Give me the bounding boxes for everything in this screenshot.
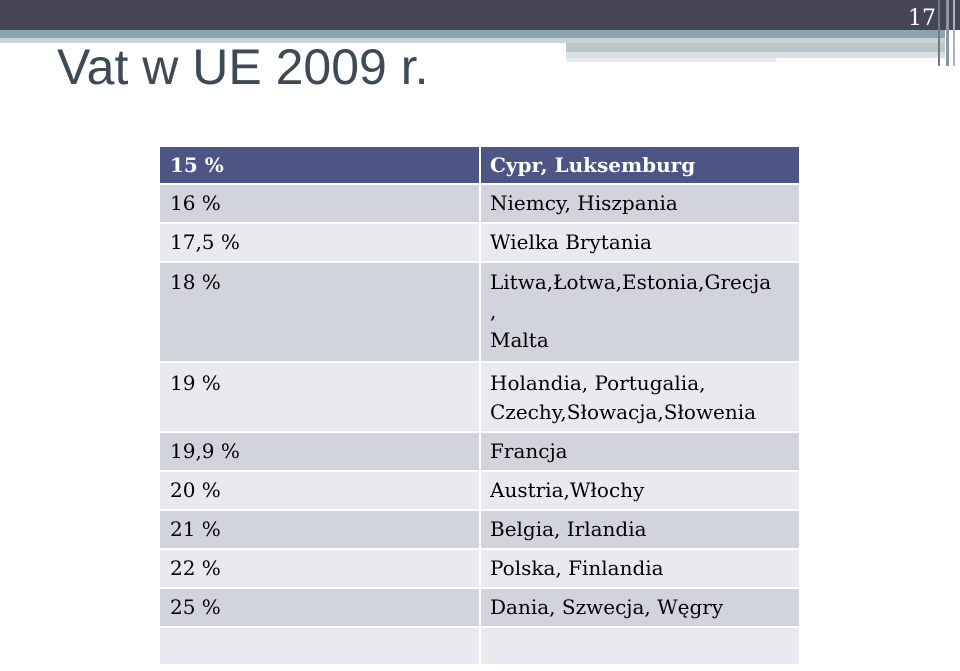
header-stripe <box>566 43 945 52</box>
table-row: 25 % Dania, Szwecja, Węgry <box>160 588 801 628</box>
rate-cell: 25 % <box>160 588 481 628</box>
table-row <box>160 627 801 666</box>
header-divider-line <box>946 0 949 66</box>
countries-cell: Litwa,Łotwa,Estonia,Grecja , Malta <box>480 262 801 363</box>
table-row: 18 % Litwa,Łotwa,Estonia,Grecja , Malta <box>160 262 801 363</box>
header-stripe <box>0 38 945 43</box>
slide-title: Vat w UE 2009 r. <box>57 39 429 95</box>
vat-rates-table: 15 % Cypr, Luksemburg 16 % Niemcy, Hiszp… <box>160 147 801 666</box>
countries-cell: Austria,Włochy <box>480 471 801 511</box>
rate-cell: 21 % <box>160 510 481 550</box>
header-stripe <box>566 58 776 62</box>
countries-cell: Niemcy, Hiszpania <box>480 184 801 224</box>
rate-cell: 19,9 % <box>160 432 481 472</box>
rate-cell: 17,5 % <box>160 223 481 263</box>
header-countries-cell: Cypr, Luksemburg <box>480 147 801 185</box>
table-row: 21 % Belgia, Irlandia <box>160 510 801 550</box>
countries-cell: Holandia, Portugalia, Czechy,Słowacja,Sł… <box>480 362 801 433</box>
slide-number: 17 <box>908 6 936 31</box>
rate-cell: 20 % <box>160 471 481 511</box>
countries-line: , <box>490 299 497 323</box>
countries-cell: Polska, Finlandia <box>480 549 801 589</box>
header-stripe <box>566 52 945 58</box>
header-rate-cell: 15 % <box>160 147 481 185</box>
table-row: 16 % Niemcy, Hiszpania <box>160 184 801 224</box>
table-row: 19 % Holandia, Portugalia, Czechy,Słowac… <box>160 362 801 433</box>
countries-line: Holandia, Portugalia, <box>490 371 706 395</box>
countries-cell: Belgia, Irlandia <box>480 510 801 550</box>
countries-line: Czechy,Słowacja,Słowenia <box>490 400 757 424</box>
rate-cell <box>160 627 481 666</box>
countries-line: Litwa,Łotwa,Estonia,Grecja <box>490 270 772 294</box>
table-header-row: 15 % Cypr, Luksemburg <box>160 147 801 185</box>
header-divider-line <box>938 0 940 66</box>
table-row: 22 % Polska, Finlandia <box>160 549 801 589</box>
countries-cell: Dania, Szwecja, Węgry <box>480 588 801 628</box>
table-row: 19,9 % Francja <box>160 432 801 472</box>
header-divider-line <box>953 0 955 66</box>
countries-cell: Francja <box>480 432 801 472</box>
slide-header-bar <box>0 0 960 30</box>
countries-line: Malta <box>490 328 549 352</box>
table-row: 20 % Austria,Włochy <box>160 471 801 511</box>
countries-cell <box>480 627 801 666</box>
table-row: 17,5 % Wielka Brytania <box>160 223 801 263</box>
rate-cell: 19 % <box>160 362 481 433</box>
header-stripe <box>0 30 945 38</box>
rate-cell: 22 % <box>160 549 481 589</box>
countries-cell: Wielka Brytania <box>480 223 801 263</box>
rate-cell: 18 % <box>160 262 481 363</box>
rate-cell: 16 % <box>160 184 481 224</box>
